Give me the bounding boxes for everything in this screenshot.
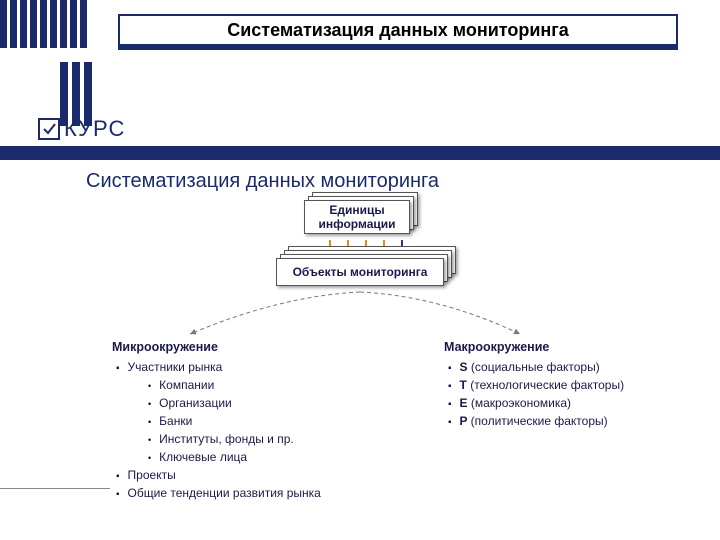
- list-item: Организации: [148, 394, 402, 412]
- slide-title: Систематизация данных мониторинга: [227, 20, 569, 41]
- list-item: Компании: [148, 376, 402, 394]
- logo-text: КУРС: [64, 116, 125, 142]
- macro-title: Макроокружение: [444, 340, 720, 354]
- list-item: Банки: [148, 412, 402, 430]
- decor-top-bars: [0, 0, 100, 56]
- list-item: Участники рынка: [116, 358, 402, 376]
- decor-stripe: [0, 146, 720, 160]
- brand-logo: КУРС: [38, 116, 125, 142]
- micro-title: Микроокружение: [112, 340, 402, 354]
- list-item: T (технологические факторы): [448, 376, 720, 394]
- box2-label: Объекты мониторинга: [293, 265, 428, 279]
- split-arrows: [130, 286, 570, 346]
- list-item: Институты, фонды и пр.: [148, 430, 402, 448]
- logo-check-icon: [38, 118, 60, 140]
- section-title: Систематизация данных мониторинга: [86, 170, 439, 193]
- list-item: Проекты: [116, 466, 402, 484]
- decor-bottom-rule: [0, 488, 110, 489]
- micro-env-column: Микроокружение Участники рынкаКомпанииОр…: [112, 340, 402, 502]
- list-item: Ключевые лица: [148, 448, 402, 466]
- slide-title-bar: Систематизация данных мониторинга: [118, 14, 678, 50]
- macro-env-column: Макроокружение S (социальные факторы)T (…: [444, 340, 720, 430]
- box1-label: Единицыинформации: [319, 203, 396, 232]
- list-item: S (социальные факторы): [448, 358, 720, 376]
- list-item: P (политические факторы): [448, 412, 720, 430]
- list-item: Общие тенденции развития рынка: [116, 484, 402, 502]
- list-item: E (макроэкономика): [448, 394, 720, 412]
- box-units-of-info: Единицыинформации: [304, 200, 424, 244]
